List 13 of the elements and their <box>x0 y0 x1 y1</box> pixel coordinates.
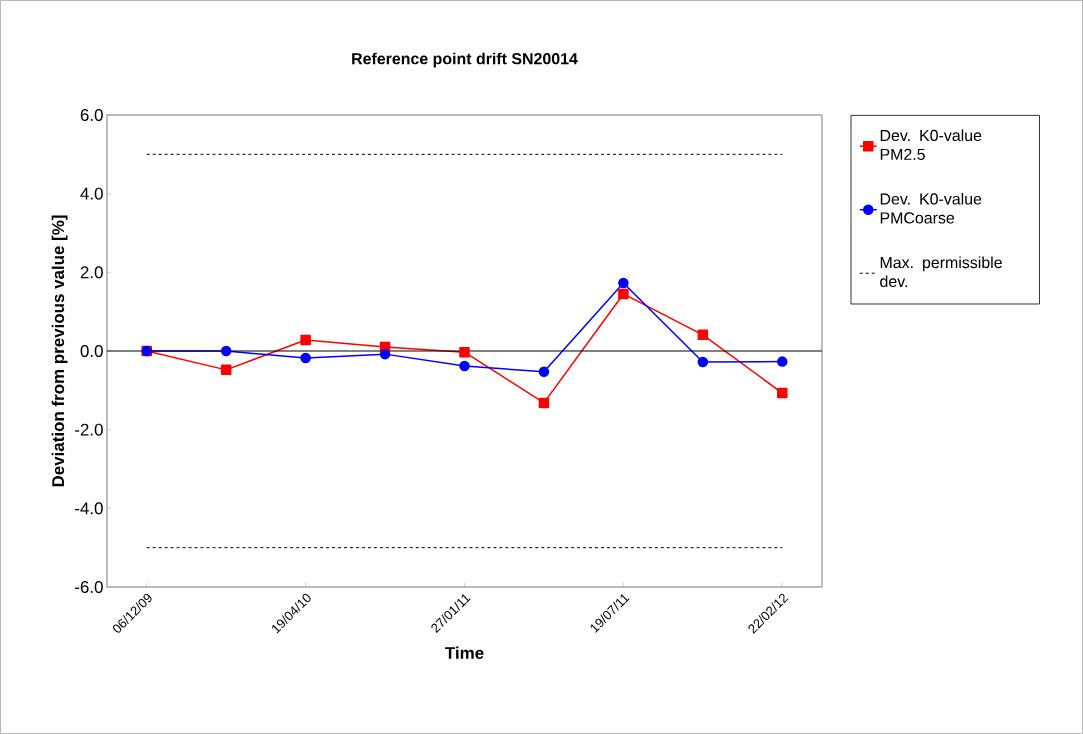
legend-label: Max. permissible dev. <box>880 256 1002 288</box>
y-tick-label: 2.0 <box>80 266 103 279</box>
y-tick-label: -4.0 <box>75 502 103 515</box>
y-tick-label: 6.0 <box>80 108 103 121</box>
y-tick-label: -6.0 <box>75 580 103 593</box>
y-tick-label: 4.0 <box>80 187 103 200</box>
chart-title: Reference point drift SN20014 <box>352 52 578 68</box>
y-tick-label: 0.0 <box>80 344 103 357</box>
y-axis-title: Deviation from previous value [%] <box>51 215 68 487</box>
legend-label: Dev. K0-value PM2.5 <box>880 129 982 161</box>
legend-label: Dev. K0-value PMCoarse <box>880 192 982 224</box>
x-axis-title: Time <box>445 646 484 659</box>
y-tick-label: -2.0 <box>75 423 103 436</box>
